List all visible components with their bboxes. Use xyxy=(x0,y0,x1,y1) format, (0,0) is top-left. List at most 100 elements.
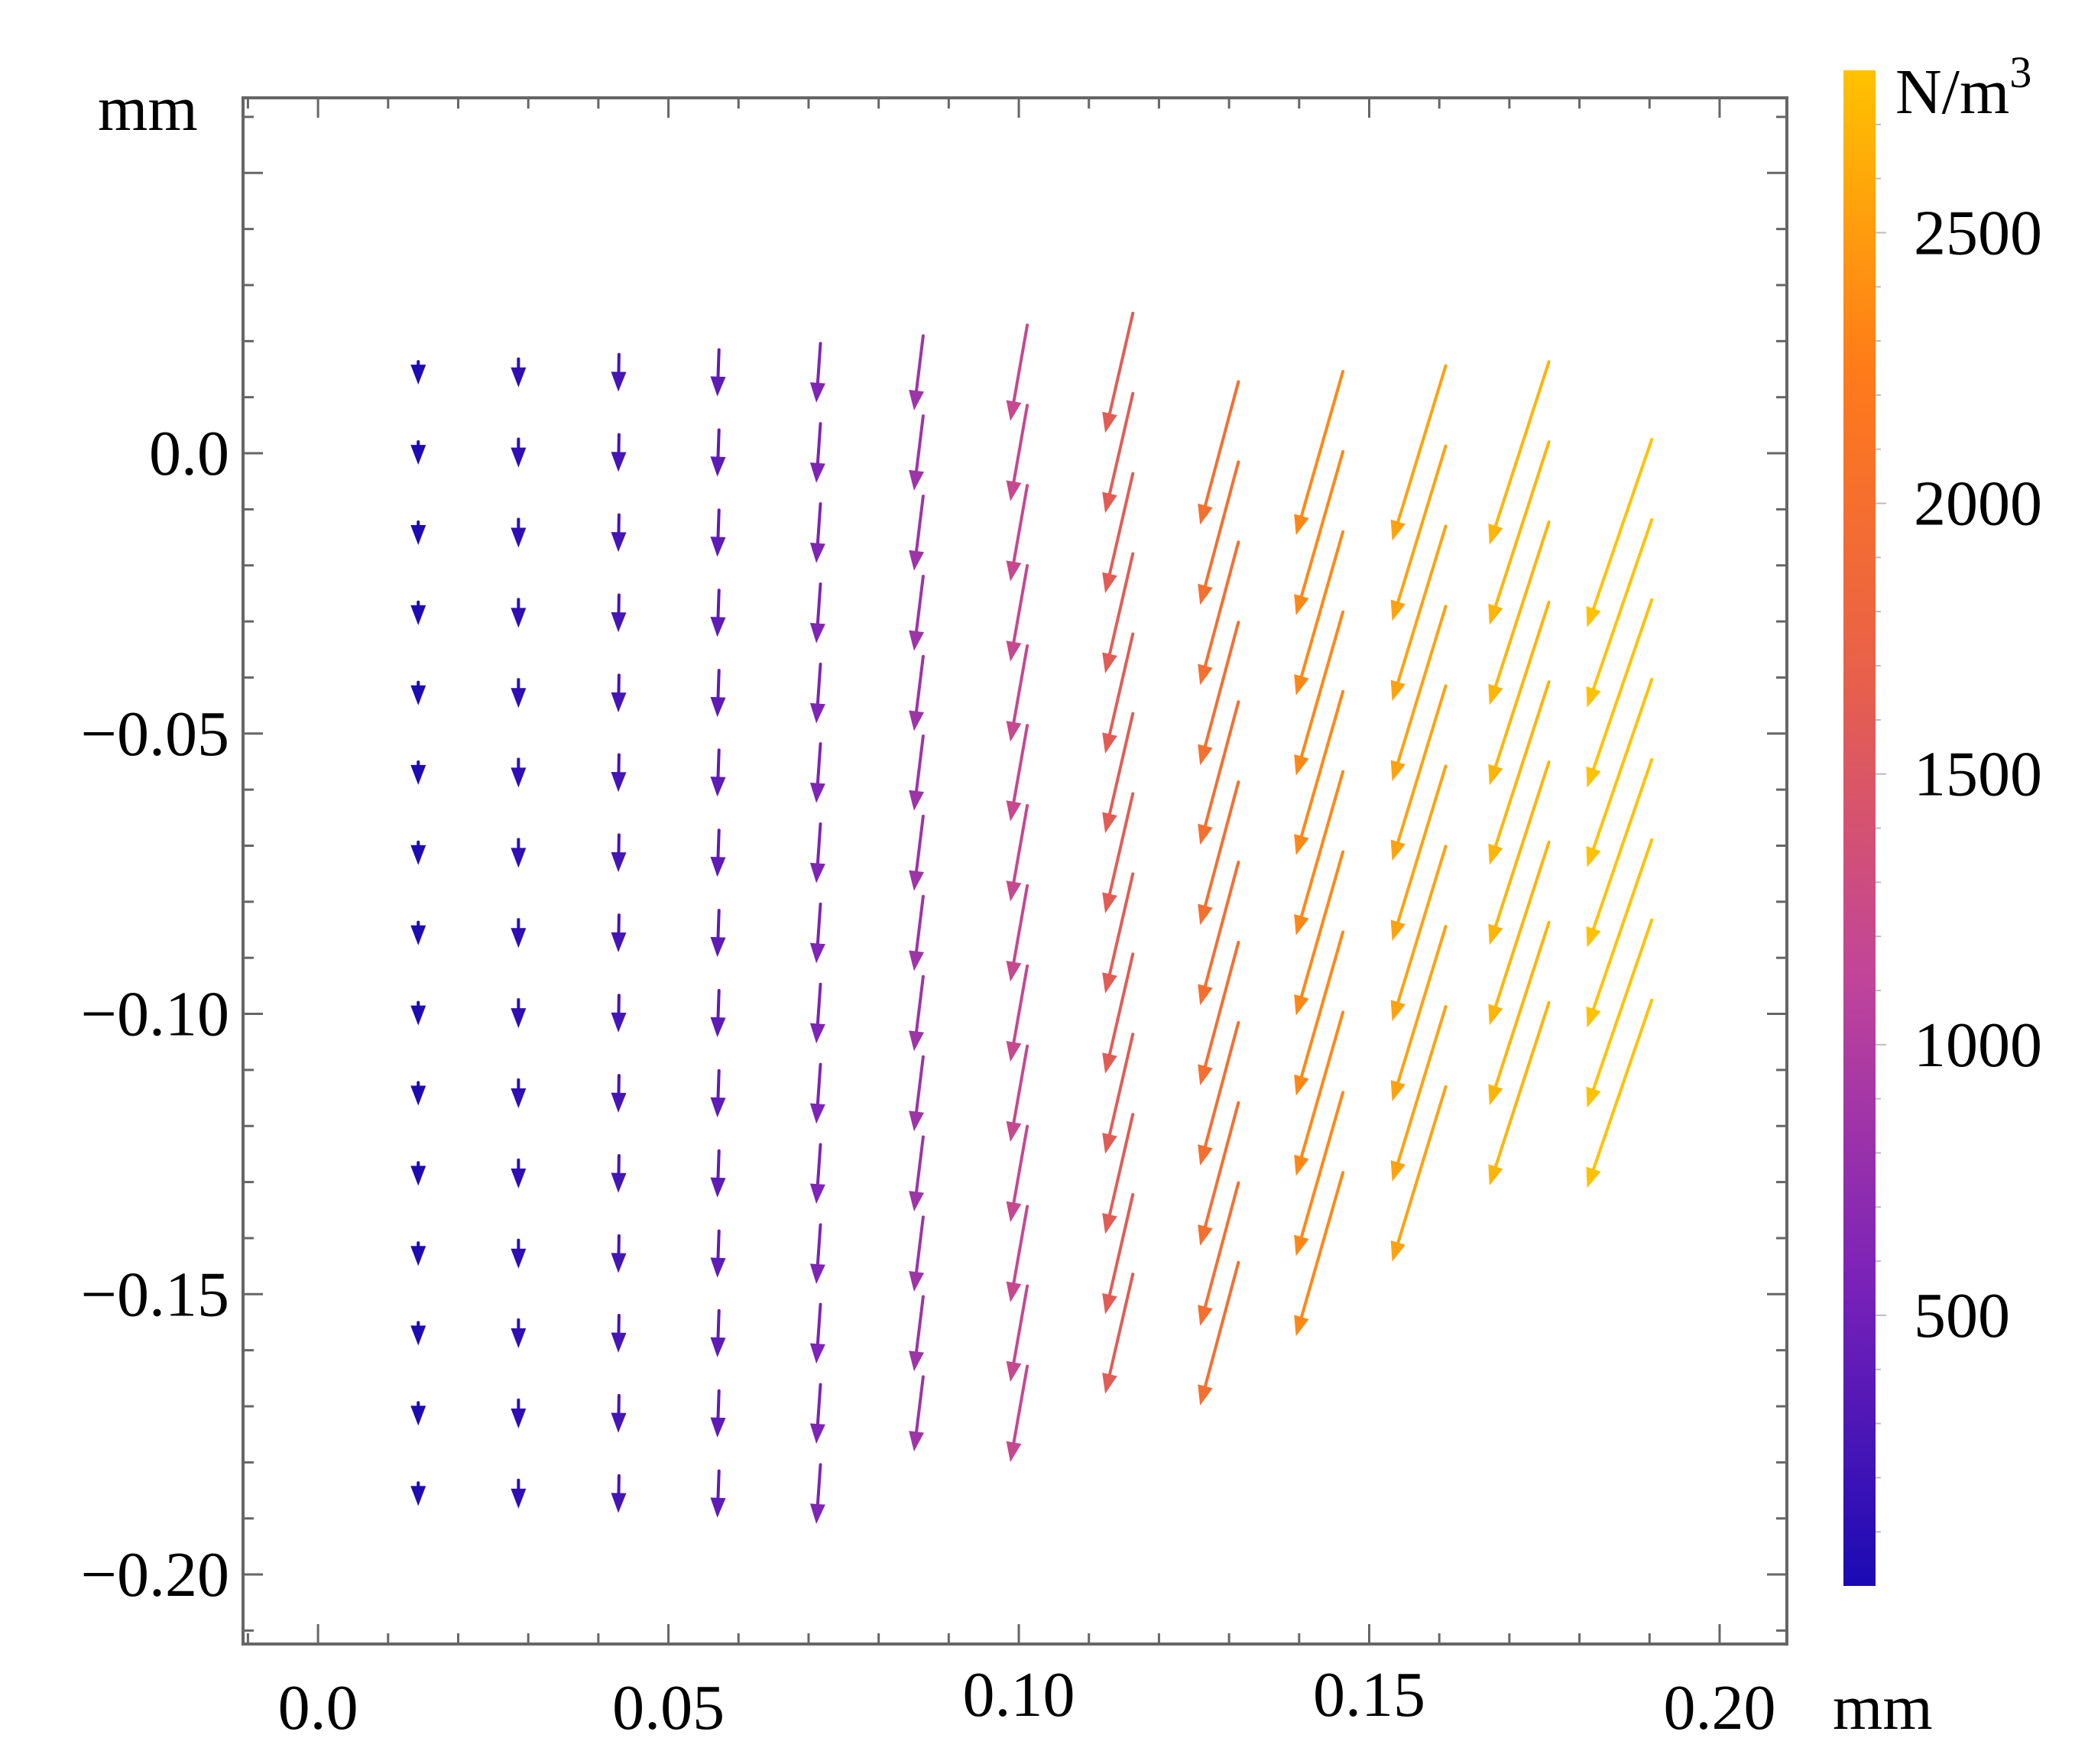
vector-arrow-shaft xyxy=(1302,852,1343,997)
vector-arrow xyxy=(909,1137,924,1211)
vector-arrow xyxy=(410,762,426,785)
vector-arrow xyxy=(1294,371,1343,535)
vector-arrow-shaft xyxy=(1302,932,1343,1076)
vector-arrow xyxy=(1198,782,1238,925)
vector-arrow-shaft xyxy=(916,816,923,871)
vector-arrow-head xyxy=(410,1006,426,1026)
vector-arrow-shaft xyxy=(916,576,923,631)
vector-arrow-head xyxy=(1294,514,1308,535)
vector-arrow xyxy=(711,991,726,1037)
vector-arrow-shaft xyxy=(1594,920,1652,1089)
vector-arrow xyxy=(410,842,426,865)
vector-arrow xyxy=(711,830,726,877)
vector-arrow-head xyxy=(1102,892,1117,913)
vector-arrow-shaft xyxy=(818,1385,821,1425)
vector-arrow-head xyxy=(909,631,924,651)
vector-arrow-head xyxy=(810,1503,825,1524)
vector-arrow xyxy=(1007,485,1027,581)
vector-arrow-head xyxy=(711,697,726,717)
vector-arrow xyxy=(511,839,526,867)
vector-arrow-head xyxy=(611,1493,627,1513)
vector-arrow-head xyxy=(909,470,924,491)
vector-arrow-shaft xyxy=(1205,1263,1238,1386)
vector-arrow-head xyxy=(611,1253,627,1273)
vector-arrow-head xyxy=(810,783,825,803)
vector-arrow-shaft xyxy=(1496,362,1549,526)
vector-arrow-head xyxy=(810,943,825,964)
vector-arrow xyxy=(410,522,426,545)
vector-arrow-shaft xyxy=(1594,600,1652,769)
vector-arrow-head xyxy=(810,1263,825,1284)
colorbar-tick-label: 1000 xyxy=(1914,1010,2042,1081)
vector-arrow xyxy=(1294,932,1343,1095)
vector-arrow xyxy=(410,1162,426,1185)
vector-arrow-head xyxy=(1007,400,1022,421)
vector-arrow-shaft xyxy=(1302,612,1343,757)
vector-arrow xyxy=(711,1471,726,1518)
vector-arrow-shaft xyxy=(718,590,719,617)
vector-arrow-shaft xyxy=(1205,542,1238,666)
vector-arrow xyxy=(1102,1274,1133,1393)
vector-arrow xyxy=(909,657,924,731)
vector-arrow-head xyxy=(511,1328,526,1348)
vector-arrow-head xyxy=(611,1013,627,1033)
vector-arrow-head xyxy=(1102,812,1117,834)
vector-arrow-head xyxy=(511,1088,526,1108)
vector-arrow xyxy=(711,670,726,717)
vector-arrow-shaft xyxy=(1398,366,1445,522)
vector-arrow xyxy=(1007,1046,1027,1142)
vector-arrow-head xyxy=(1294,1155,1308,1176)
vector-arrow-head xyxy=(1007,880,1022,901)
vector-arrow xyxy=(611,995,627,1033)
vector-arrow-head xyxy=(1587,606,1601,627)
vector-arrow-head xyxy=(1198,1144,1212,1166)
vector-arrow-shaft xyxy=(818,824,821,864)
vector-arrow-shaft xyxy=(1205,462,1238,585)
vector-arrow xyxy=(1198,1183,1238,1326)
vector-arrow-head xyxy=(711,1098,726,1117)
vector-arrow xyxy=(511,359,526,387)
vector-arrow xyxy=(1391,1007,1446,1182)
vector-arrow xyxy=(711,1231,726,1278)
vector-arrow-shaft xyxy=(1205,622,1238,746)
vector-arrow-shaft xyxy=(916,977,923,1032)
vector-arrow-head xyxy=(410,926,426,945)
vector-arrow-head xyxy=(611,1412,627,1432)
vector-arrow-head xyxy=(1488,1164,1503,1185)
vector-arrow-head xyxy=(611,692,627,712)
vector-arrow-head xyxy=(611,371,627,391)
vector-arrow xyxy=(511,1000,526,1028)
colorbar xyxy=(1843,70,1876,1586)
vector-arrow-head xyxy=(909,790,924,811)
vector-arrow xyxy=(611,1315,627,1353)
vector-arrow xyxy=(810,904,825,964)
vector-arrow-shaft xyxy=(1205,1103,1238,1227)
vector-arrow-shaft xyxy=(1496,923,1549,1087)
vector-arrow xyxy=(1391,1087,1446,1262)
vector-arrow-shaft xyxy=(718,1311,719,1338)
vector-arrow-head xyxy=(410,445,426,465)
vector-arrow-head xyxy=(511,848,526,867)
vector-arrow xyxy=(511,439,526,467)
vector-arrow-shaft xyxy=(818,504,821,543)
vector-arrow-head xyxy=(611,772,627,792)
colorbar-ticks xyxy=(1876,125,1886,1532)
vector-arrow-shaft xyxy=(1205,782,1238,906)
vector-arrow xyxy=(909,897,924,971)
vector-arrow xyxy=(1198,462,1238,605)
vector-arrow-shaft xyxy=(1110,1195,1133,1295)
vector-arrow xyxy=(810,584,825,644)
vector-arrow xyxy=(1198,1263,1238,1406)
vector-arrow xyxy=(611,915,627,952)
vector-arrow xyxy=(1007,325,1027,420)
vector-arrow-shaft xyxy=(1013,966,1027,1043)
vector-arrow-shaft xyxy=(1205,1023,1238,1146)
vector-arrow xyxy=(810,984,825,1044)
x-tick-label: 0.0 xyxy=(278,1672,358,1743)
vector-arrow-head xyxy=(711,1417,726,1437)
x-tick-label: 0.10 xyxy=(963,1659,1075,1730)
vector-arrow-head xyxy=(810,543,825,563)
vector-arrow-head xyxy=(711,617,726,637)
vector-arrow-shaft xyxy=(718,1231,719,1258)
